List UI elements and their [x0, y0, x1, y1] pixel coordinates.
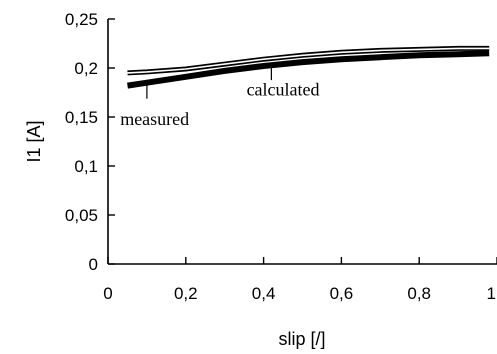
y-tick-label: 0,1	[74, 157, 98, 176]
axes	[107, 19, 497, 265]
annotations: measured calculated	[120, 63, 320, 129]
x-tick-label: 1	[487, 284, 496, 303]
annotation-calculated: calculated	[247, 79, 320, 99]
annotation-measured: measured	[120, 109, 189, 129]
y-tick-label: 0,2	[74, 59, 98, 78]
x-tick-label: 0	[103, 284, 112, 303]
series-line-measured	[127, 50, 490, 89]
series-line-calculated-inner	[127, 47, 490, 74]
y-axis-title: I1 [A]	[24, 120, 44, 162]
x-tick-label: 0,6	[330, 284, 354, 303]
x-tick-label: 0,4	[252, 284, 276, 303]
y-tick-label: 0,25	[65, 10, 98, 29]
y-tick-label: 0,05	[65, 206, 98, 225]
x-tick-label: 0,2	[174, 284, 198, 303]
x-tick-label: 0,8	[407, 284, 431, 303]
ticks: 0 0,05 0,1 0,15 0,2 0,25 0 0,2 0,4 0,6 0,8 1	[65, 10, 497, 303]
x-axis-title: slip [/]	[278, 329, 325, 349]
y-tick-label: 0,15	[65, 108, 98, 127]
plot-lines	[127, 45, 490, 89]
y-tick-label: 0	[89, 255, 98, 274]
